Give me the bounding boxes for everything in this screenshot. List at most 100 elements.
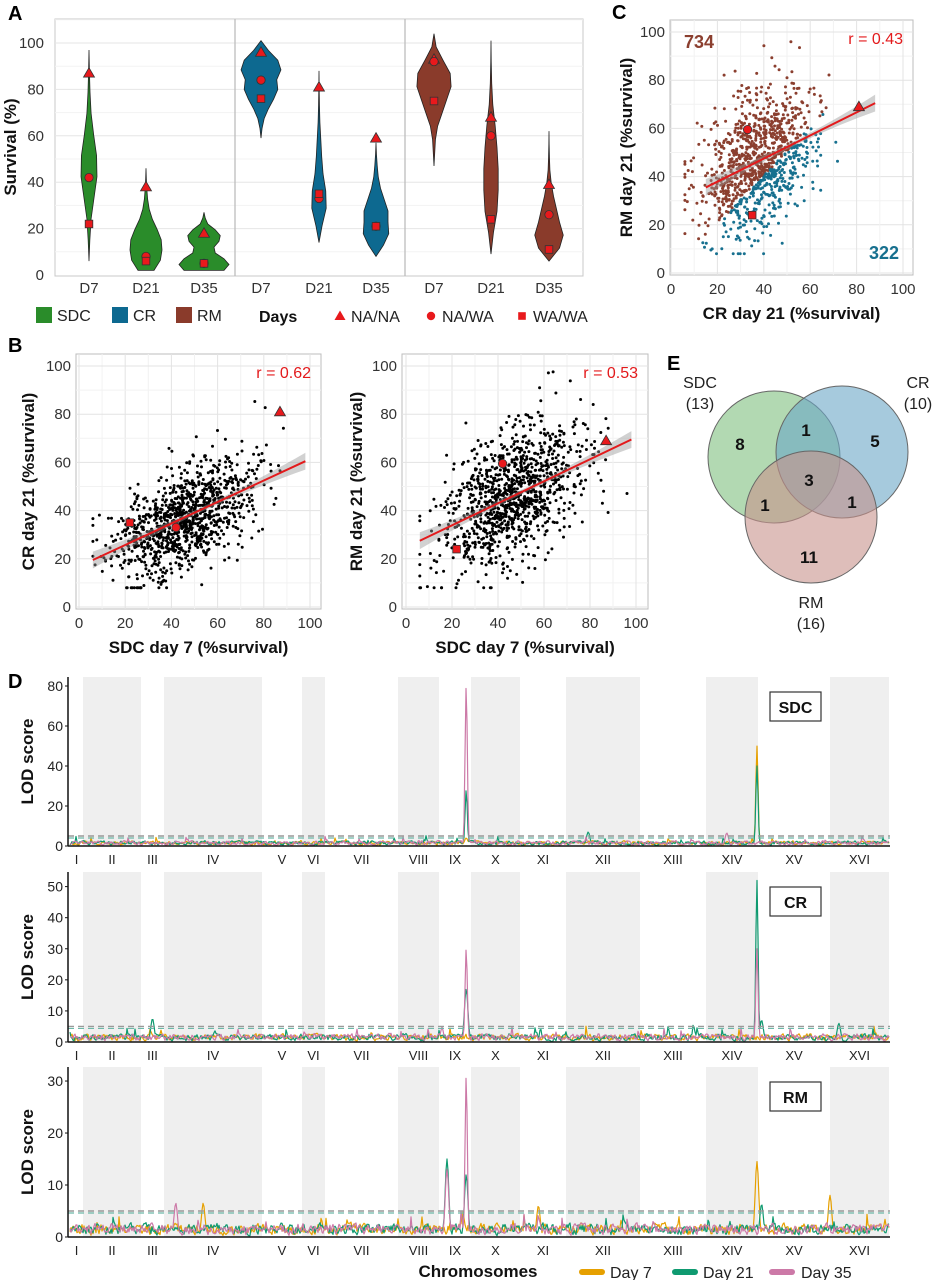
legend-label: Day 35 (801, 1265, 852, 1280)
scatter-point (146, 572, 149, 576)
scatter-point (277, 464, 280, 468)
scatter-point (464, 550, 467, 553)
scatter-point (176, 495, 180, 499)
scatter-point (479, 496, 483, 500)
scatter-point (216, 429, 219, 432)
scatter-point (750, 166, 754, 170)
scatter-point (494, 561, 498, 565)
scatter-point (185, 496, 188, 500)
scatter-point (575, 450, 579, 453)
scatter-point (172, 543, 176, 546)
scatter-point (466, 459, 470, 463)
scatter-point (534, 490, 538, 494)
scatter-point (683, 160, 687, 164)
legend-label: CR (133, 308, 156, 325)
scatter-point (121, 530, 125, 534)
scatter-point (458, 499, 462, 503)
scatter-point (551, 457, 555, 460)
scatter-point (776, 112, 780, 116)
scatter-point (539, 399, 543, 403)
scatter-point (228, 501, 232, 505)
scatter-point (762, 175, 766, 179)
scatter-point (765, 111, 769, 115)
scatter-point (188, 543, 192, 547)
scatter-point (489, 475, 493, 478)
scatter-point (740, 189, 744, 193)
scatter-point (503, 486, 507, 490)
chromosome-label: XIII (663, 852, 683, 867)
scatter-point (730, 138, 734, 141)
scatter-point (777, 221, 780, 225)
legend-title: Days (259, 309, 297, 326)
y-tick-label: 100 (372, 358, 397, 375)
scatter-point (165, 465, 169, 469)
scatter-point (122, 561, 126, 564)
scatter-point (255, 467, 259, 471)
marker-na-wa (544, 210, 554, 220)
scatter-point (762, 107, 766, 111)
scatter-point (773, 113, 776, 117)
scatter-point (445, 543, 449, 547)
y-tick-label: 20 (47, 798, 63, 814)
scatter-point (763, 184, 767, 188)
y-tick-label: 100 (19, 35, 44, 52)
scatter-point (697, 223, 701, 227)
scatter-point (738, 221, 742, 225)
scatter-point (248, 500, 252, 504)
scatter-point (199, 492, 203, 496)
scatter-point (540, 414, 544, 418)
scatter-point (144, 563, 148, 567)
scatter-point (736, 185, 740, 188)
scatter-point (490, 527, 494, 531)
chromosome-band (302, 872, 325, 1042)
scatter-point (150, 533, 154, 537)
scatter-point (138, 558, 142, 561)
scatter-point (494, 473, 498, 477)
scatter-point (742, 153, 746, 157)
scatter-point (534, 468, 538, 472)
scatter-point (809, 127, 813, 131)
scatter-point (221, 495, 225, 499)
scatter-point (799, 125, 803, 129)
scatter-point (748, 98, 752, 102)
scatter-point (553, 521, 556, 524)
scatter-point (714, 153, 718, 156)
scatter-point (767, 86, 770, 90)
scatter-point (478, 471, 482, 475)
scatter-point (782, 116, 786, 120)
chromosome-label: XIII (663, 1243, 683, 1258)
scatter-point (239, 506, 242, 510)
scatter-point (184, 539, 188, 543)
scatter-point (578, 472, 582, 476)
scatter-point (518, 476, 521, 480)
scatter-point (807, 110, 811, 114)
scatter-point (528, 477, 532, 481)
scatter-point (599, 478, 603, 482)
scatter-point (487, 490, 491, 494)
x-tick-label: 20 (117, 615, 134, 632)
scatter-point (762, 124, 766, 128)
scatter-point (819, 99, 823, 103)
scatter-point (790, 118, 794, 122)
scatter-point (767, 161, 771, 165)
scatter-point (527, 505, 531, 509)
scatter-point (161, 494, 165, 498)
scatter-point (200, 583, 204, 587)
scatter-point (551, 370, 555, 374)
scatter-point (480, 505, 484, 508)
y-axis-label: RM day 21 (%survival) (617, 58, 636, 238)
scatter-point (538, 455, 542, 459)
scatter-point (572, 432, 576, 436)
scatter-point (218, 459, 222, 463)
scatter-point (192, 481, 196, 485)
scatter-point (207, 499, 211, 503)
scatter-point (485, 521, 489, 525)
y-tick-label: 40 (54, 503, 71, 520)
scatter-point (446, 533, 450, 536)
scatter-point (219, 482, 223, 486)
scatter-point (604, 417, 608, 421)
scatter-point (790, 81, 794, 85)
scatter-point (223, 505, 226, 508)
chromosome-band (398, 872, 439, 1042)
scatter-point (216, 493, 220, 497)
